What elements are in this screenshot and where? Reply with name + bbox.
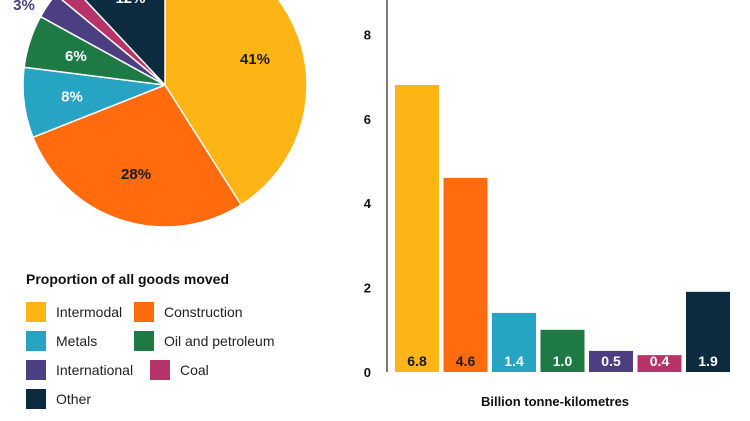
legend-swatch (26, 330, 46, 351)
y-tick-label: 2 (364, 281, 371, 296)
legend-item-other: Other (26, 388, 134, 409)
bar-construction (443, 177, 488, 372)
legend-label: Coal (180, 361, 209, 378)
legend-swatch (134, 330, 154, 351)
legend-swatch (26, 359, 46, 380)
legend-swatch (150, 359, 170, 380)
pie-slice-construction (31, 84, 243, 228)
pie-label-other: 12% (115, 0, 145, 7)
legend-swatch (26, 301, 46, 322)
pie-slice-international (39, 0, 166, 86)
legend-item-coal: Coal (150, 359, 258, 380)
pie-slice-intermodal (164, 0, 308, 206)
pie-label-oil-and-petroleum: 6% (65, 48, 87, 65)
pie-slice-coal (61, 0, 166, 86)
bar-intermodal (395, 85, 439, 372)
y-tick-label: 4 (364, 196, 372, 211)
legend-item-international: International (26, 359, 150, 380)
bar-value-label: 0.4 (650, 353, 670, 369)
legend-row: International Coal (26, 355, 274, 384)
bar-oil-and-petroleum (540, 329, 585, 372)
bar-coal (637, 355, 682, 372)
bar-chart-xlabel: Billion tonne-kilometres (480, 394, 630, 409)
legend-label: Metals (56, 332, 98, 349)
pie-label-metals: 8% (61, 89, 83, 106)
legend-label: International (56, 361, 134, 378)
legend-label: Other (56, 390, 92, 407)
pie-label-construction: 28% (121, 166, 151, 183)
bar-value-label: 1.0 (553, 353, 573, 369)
bar-value-label: 6.8 (407, 353, 427, 369)
legend-label: Intermodal (56, 303, 123, 320)
bar-other (686, 291, 730, 372)
bar-metals (492, 312, 536, 372)
y-tick-label: 0 (364, 365, 371, 380)
legend-item-construction: Construction (134, 301, 274, 322)
legend-item-intermodal: Intermodal (26, 301, 134, 322)
pie-outside-label: 3% (13, 0, 35, 14)
legend-row: Other (26, 384, 274, 413)
legend-title: Proportion of all goods moved (26, 271, 229, 287)
legend-item-oil-and-petroleum: Oil and petroleum (134, 330, 275, 351)
bar-value-label: 0.5 (601, 353, 621, 369)
legend-row: Intermodal Construction (26, 297, 274, 326)
pie-chart: 41% 28% 8% 6% 12% 3% (13, 0, 308, 228)
pie-slice-other (84, 0, 166, 87)
legend-swatch (26, 388, 46, 409)
bar-international (589, 350, 633, 372)
y-tick-label: 8 (364, 27, 371, 42)
legend: Intermodal Construction Metals Oil and p… (26, 297, 275, 413)
bar-value-label: 1.9 (698, 353, 718, 369)
bar-value-label: 1.4 (504, 353, 524, 369)
pie-label-intermodal: 41% (240, 51, 270, 68)
legend-item-metals: Metals (26, 330, 134, 351)
legend-swatch (134, 301, 154, 322)
bar-value-label: 4.6 (456, 353, 476, 369)
legend-row: Metals Oil and petroleum (26, 326, 275, 355)
bar-chart: 0 2 4 6 8 6.8 4.6 1.4 1.0 0.5 0.4 1.9 (364, 0, 730, 380)
legend-label: Oil and petroleum (164, 332, 275, 349)
y-tick-label: 6 (364, 112, 371, 127)
legend-label: Construction (164, 303, 243, 320)
